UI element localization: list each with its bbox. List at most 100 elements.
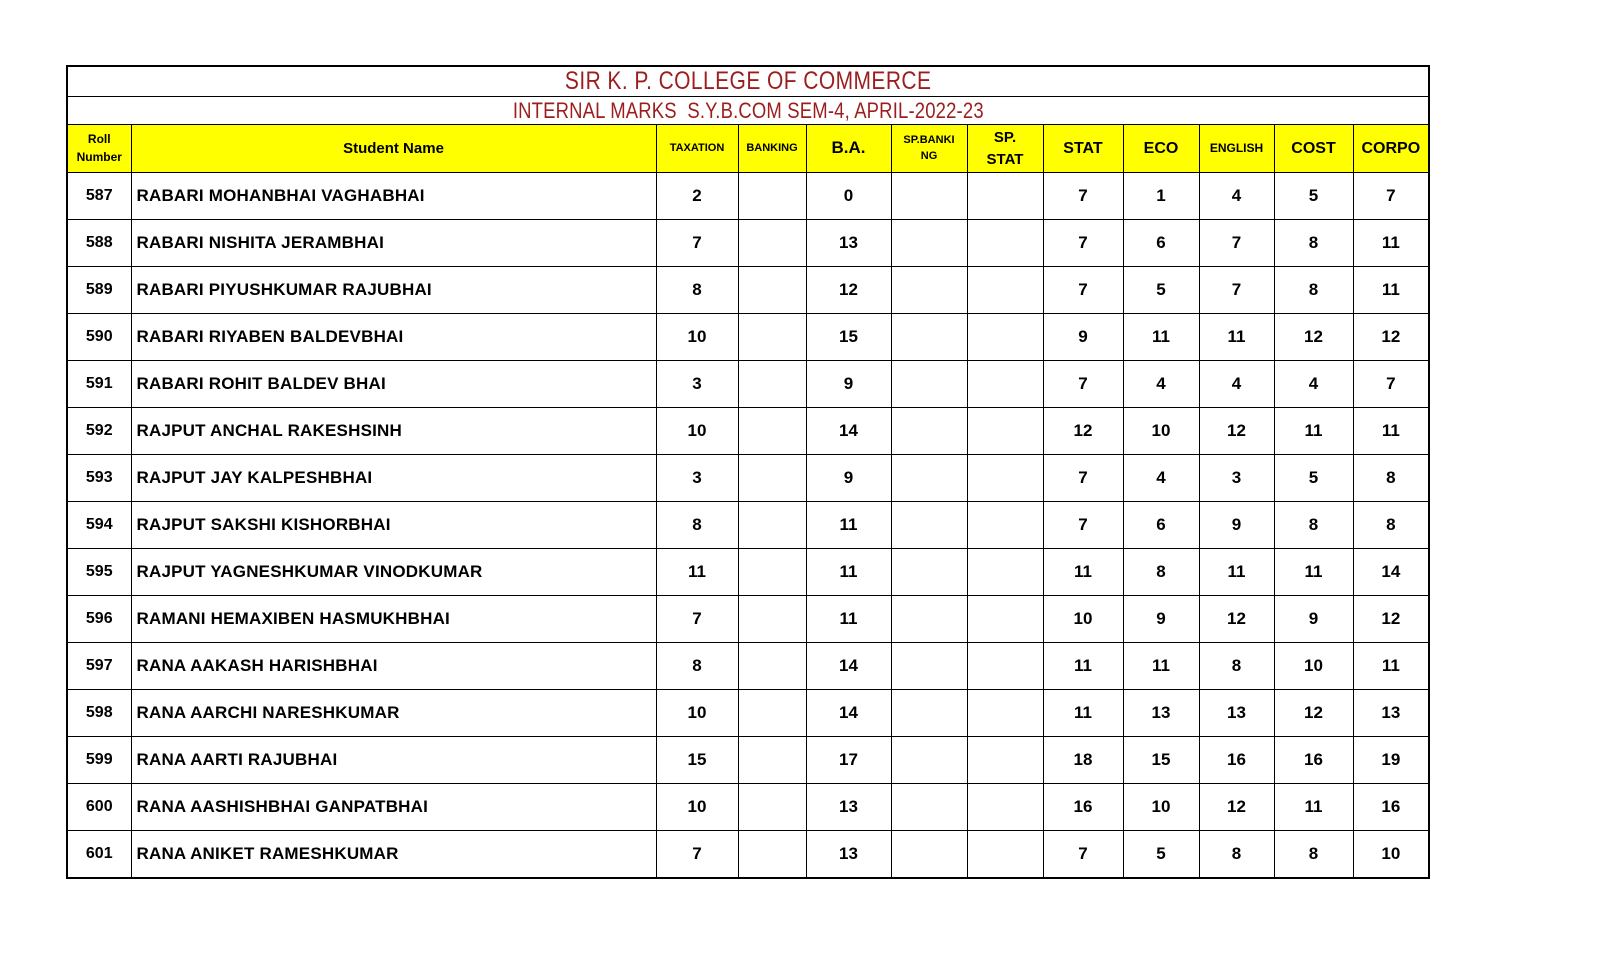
cell-roll: 601 [66, 830, 132, 878]
cell-eco: 11 [1122, 313, 1200, 361]
cell-banking [737, 830, 807, 878]
cell-taxation: 3 [655, 454, 739, 502]
cell-sp_banking [890, 830, 968, 878]
cell-sp_stat [966, 830, 1044, 878]
cell-banking [737, 595, 807, 643]
cell-eco: 6 [1122, 501, 1200, 549]
cell-cost: 16 [1273, 736, 1354, 784]
column-header-taxation: TAXATION [655, 124, 739, 173]
cell-banking [737, 689, 807, 737]
title-cell: SIR K. P. COLLEGE OF COMMERCE [66, 65, 1430, 97]
cell-english: 13 [1198, 689, 1275, 737]
cell-sp_stat [966, 642, 1044, 690]
cell-sp_stat [966, 219, 1044, 267]
cell-taxation: 11 [655, 548, 739, 596]
table-row: 593 RAJPUT JAY KALPESHBHAI 3 9 7 4 3 5 8 [66, 454, 1430, 502]
cell-stat: 7 [1042, 830, 1124, 878]
cell-name: RANA AARCHI NARESHKUMAR [130, 689, 657, 737]
column-header-stat: STAT [1042, 124, 1124, 173]
cell-corpo: 11 [1352, 407, 1430, 455]
cell-english: 12 [1198, 595, 1275, 643]
cell-english: 4 [1198, 360, 1275, 408]
page-title: SIR K. P. COLLEGE OF COMMERCE [564, 67, 932, 95]
cell-corpo: 19 [1352, 736, 1430, 784]
cell-name: RAJPUT SAKSHI KISHORBHAI [130, 501, 657, 549]
cell-stat: 10 [1042, 595, 1124, 643]
table-row: 599 RANA AARTI RAJUBHAI 15 17 18 15 16 16 19 [66, 736, 1430, 784]
cell-ba: 12 [805, 266, 892, 314]
cell-name: RANA AAKASH HARISHBHAI [130, 642, 657, 690]
cell-roll: 593 [66, 454, 132, 502]
cell-cost: 12 [1273, 313, 1354, 361]
cell-stat: 7 [1042, 172, 1124, 220]
cell-taxation: 10 [655, 313, 739, 361]
cell-cost: 11 [1273, 407, 1354, 455]
subtitle-row: INTERNAL MARKS S.Y.B.COM SEM-4, APRIL-20… [66, 96, 1430, 125]
cell-taxation: 8 [655, 642, 739, 690]
column-header-banking: BANKING [737, 124, 807, 173]
cell-taxation: 15 [655, 736, 739, 784]
cell-stat: 7 [1042, 454, 1124, 502]
column-header-cost: COST [1273, 124, 1354, 173]
column-header-roll: Roll Number [66, 124, 132, 173]
cell-corpo: 16 [1352, 783, 1430, 831]
cell-sp_banking [890, 736, 968, 784]
cell-sp_banking [890, 501, 968, 549]
cell-taxation: 8 [655, 266, 739, 314]
cell-english: 9 [1198, 501, 1275, 549]
table-row: 600 RANA AASHISHBHAI GANPATBHAI 10 13 16 10 12… [66, 783, 1430, 831]
cell-taxation: 8 [655, 501, 739, 549]
cell-banking [737, 172, 807, 220]
cell-english: 12 [1198, 407, 1275, 455]
cell-banking [737, 266, 807, 314]
cell-taxation: 2 [655, 172, 739, 220]
cell-sp_stat [966, 501, 1044, 549]
cell-roll: 597 [66, 642, 132, 690]
cell-roll: 594 [66, 501, 132, 549]
cell-sp_banking [890, 783, 968, 831]
cell-name: RAJPUT ANCHAL RAKESHSINH [130, 407, 657, 455]
cell-english: 4 [1198, 172, 1275, 220]
cell-stat: 7 [1042, 266, 1124, 314]
cell-sp_banking [890, 548, 968, 596]
column-header-sp_stat: SP. STAT [966, 124, 1044, 173]
cell-taxation: 10 [655, 689, 739, 737]
cell-sp_banking [890, 219, 968, 267]
table-row: 590 RABARI RIYABEN BALDEVBHAI 10 15 9 11 11 12 1… [66, 313, 1430, 361]
cell-roll: 599 [66, 736, 132, 784]
cell-roll: 592 [66, 407, 132, 455]
cell-name: RAJPUT JAY KALPESHBHAI [130, 454, 657, 502]
cell-ba: 13 [805, 783, 892, 831]
cell-banking [737, 736, 807, 784]
cell-english: 7 [1198, 219, 1275, 267]
cell-eco: 11 [1122, 642, 1200, 690]
cell-sp_stat [966, 548, 1044, 596]
cell-sp_banking [890, 407, 968, 455]
cell-stat: 7 [1042, 219, 1124, 267]
cell-name: RAMANI HEMAXIBEN HASMUKHBHAI [130, 595, 657, 643]
cell-roll: 600 [66, 783, 132, 831]
cell-ba: 13 [805, 219, 892, 267]
cell-name: RABARI RIYABEN BALDEVBHAI [130, 313, 657, 361]
cell-roll: 598 [66, 689, 132, 737]
title-row: SIR K. P. COLLEGE OF COMMERCE [66, 65, 1430, 97]
cell-sp_stat [966, 172, 1044, 220]
cell-banking [737, 642, 807, 690]
cell-stat: 7 [1042, 360, 1124, 408]
cell-eco: 15 [1122, 736, 1200, 784]
table-row: 594 RAJPUT SAKSHI KISHORBHAI 8 11 7 6 9 8 8 [66, 501, 1430, 549]
cell-roll: 590 [66, 313, 132, 361]
cell-cost: 8 [1273, 830, 1354, 878]
cell-stat: 16 [1042, 783, 1124, 831]
column-header-eco: ECO [1122, 124, 1200, 173]
cell-sp_stat [966, 266, 1044, 314]
cell-cost: 5 [1273, 454, 1354, 502]
cell-eco: 10 [1122, 783, 1200, 831]
cell-corpo: 13 [1352, 689, 1430, 737]
cell-sp_stat [966, 313, 1044, 361]
cell-stat: 7 [1042, 501, 1124, 549]
cell-corpo: 12 [1352, 595, 1430, 643]
cell-english: 7 [1198, 266, 1275, 314]
cell-corpo: 11 [1352, 266, 1430, 314]
cell-english: 12 [1198, 783, 1275, 831]
